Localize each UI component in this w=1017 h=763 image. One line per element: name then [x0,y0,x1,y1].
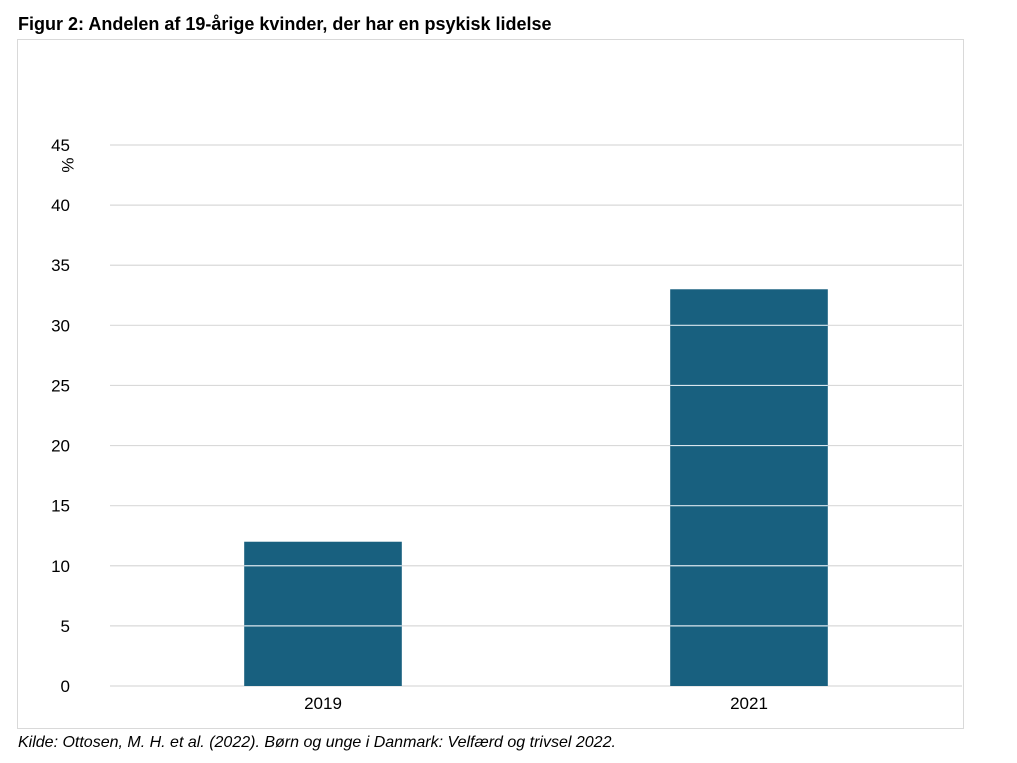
y-tick-20: 20 [51,437,70,456]
y-tick-15: 15 [51,497,70,516]
bar-2019 [244,541,402,686]
y-tick-25: 25 [51,376,70,395]
x-tick-2019: 2019 [304,694,342,713]
figure-title: Figur 2: Andelen af 19-årige kvinder, de… [18,14,552,34]
y-axis-unit-label: % [58,157,77,172]
figure-source: Kilde: Ottosen, M. H. et al. (2022). Bør… [18,734,616,751]
y-tick-5: 5 [61,617,70,636]
chart-gridlines [110,144,962,687]
y-tick-30: 30 [51,316,70,335]
y-tick-35: 35 [51,256,70,275]
chart-frame [17,39,964,729]
chart-bars [244,289,828,686]
y-tick-0: 0 [61,677,70,696]
y-tick-10: 10 [51,557,70,576]
y-axis-ticks: 0 5 10 15 20 25 30 35 40 45 [51,136,70,696]
bar-2021 [670,289,828,686]
x-tick-2021: 2021 [730,694,768,713]
x-axis-ticks: 2019 2021 [304,694,768,713]
y-tick-45: 45 [51,136,70,155]
chart-bar-gridlines [244,324,828,627]
y-tick-40: 40 [51,196,70,215]
